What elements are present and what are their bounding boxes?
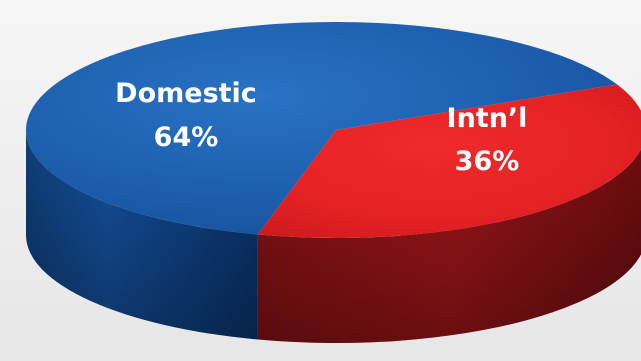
slice-side-intnl-shade: [257, 149, 641, 343]
slice-intnl: [257, 84, 641, 238]
slice-side-domestic-shade: [26, 130, 258, 340]
slice-label-domestic: Domestic: [115, 78, 257, 109]
slice-domestic: [26, 22, 617, 235]
slice-label-intnl: Intn’l: [447, 103, 528, 134]
slice-value-intnl: 36%: [455, 146, 520, 177]
slice-value-domestic: 64%: [154, 122, 219, 153]
